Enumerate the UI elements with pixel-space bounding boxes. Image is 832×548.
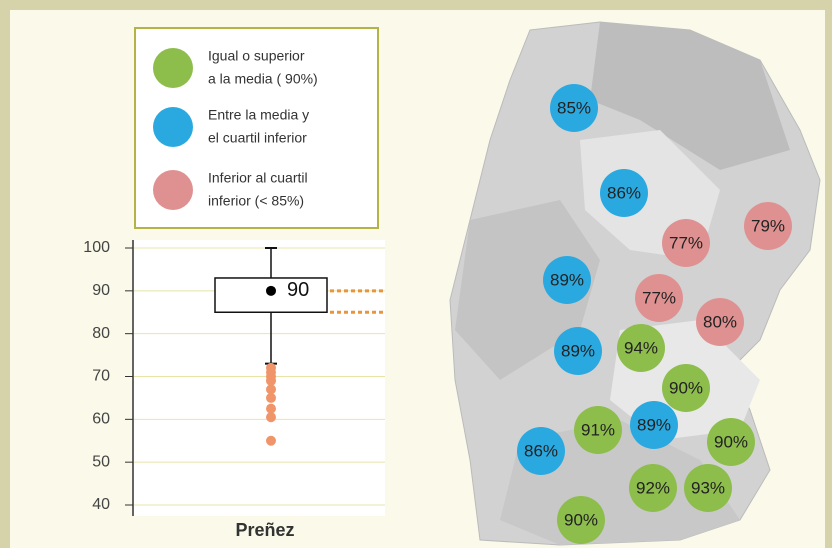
y-tick-label: 70 — [92, 368, 110, 385]
y-tick-label: 80 — [92, 325, 110, 342]
map-marker — [600, 169, 648, 217]
map-marker — [629, 464, 677, 512]
map-marker — [550, 84, 598, 132]
mean-dot — [266, 285, 276, 296]
outlier — [266, 392, 276, 403]
map-marker — [696, 298, 744, 346]
legend-label: a la media ( 90%) — [208, 71, 318, 87]
marker-label: 85% — [557, 98, 591, 117]
legend-swatch — [153, 107, 193, 147]
mean-label: 90 — [287, 279, 309, 301]
marker-label: 90% — [669, 378, 703, 397]
map-marker — [557, 496, 605, 544]
legend-label: Entre la media y — [208, 107, 309, 123]
map-marker — [684, 464, 732, 512]
marker-label: 91% — [581, 420, 615, 439]
x-tick-label: Preñez — [235, 520, 294, 540]
map-marker — [517, 427, 565, 475]
map-marker — [744, 202, 792, 250]
marker-label: 86% — [607, 183, 641, 202]
marker-label: 80% — [703, 312, 737, 331]
map — [449, 21, 821, 546]
y-tick-label: 100 — [83, 239, 110, 256]
map-marker — [630, 401, 678, 449]
map-marker — [707, 418, 755, 466]
marker-label: 86% — [524, 441, 558, 460]
marker-label: 79% — [751, 216, 785, 235]
marker-label: 89% — [550, 270, 584, 289]
outlier — [266, 403, 276, 414]
map-marker — [662, 364, 710, 412]
map-marker — [617, 324, 665, 372]
marker-label: 90% — [714, 432, 748, 451]
outlier — [266, 435, 276, 446]
marker-label: 89% — [561, 341, 595, 360]
marker-label: 92% — [636, 478, 670, 497]
map-marker — [635, 274, 683, 322]
outlier — [266, 412, 276, 423]
marker-label: 89% — [637, 415, 671, 434]
marker-label: 77% — [642, 288, 676, 307]
legend-label: inferior (< 85%) — [208, 193, 304, 209]
map-marker — [554, 327, 602, 375]
y-tick-label: 60 — [92, 411, 110, 428]
legend-swatch — [153, 170, 193, 210]
map-marker — [574, 406, 622, 454]
marker-label: 93% — [691, 478, 725, 497]
marker-label: 90% — [564, 510, 598, 529]
y-tick-label: 90 — [92, 282, 110, 299]
legend-label: Inferior al cuartil — [208, 170, 308, 186]
marker-label: 94% — [624, 338, 658, 357]
map-marker — [543, 256, 591, 304]
y-tick-label: 40 — [92, 496, 110, 513]
outlier — [266, 375, 276, 386]
outlier — [266, 384, 276, 395]
legend-label: Igual o superior — [208, 48, 305, 64]
legend-swatch — [153, 48, 193, 88]
legend-label: el cuartil inferior — [208, 130, 307, 146]
map-region — [590, 22, 790, 170]
marker-label: 77% — [669, 233, 703, 252]
map-marker — [662, 219, 710, 267]
y-tick-label: 50 — [92, 453, 110, 470]
